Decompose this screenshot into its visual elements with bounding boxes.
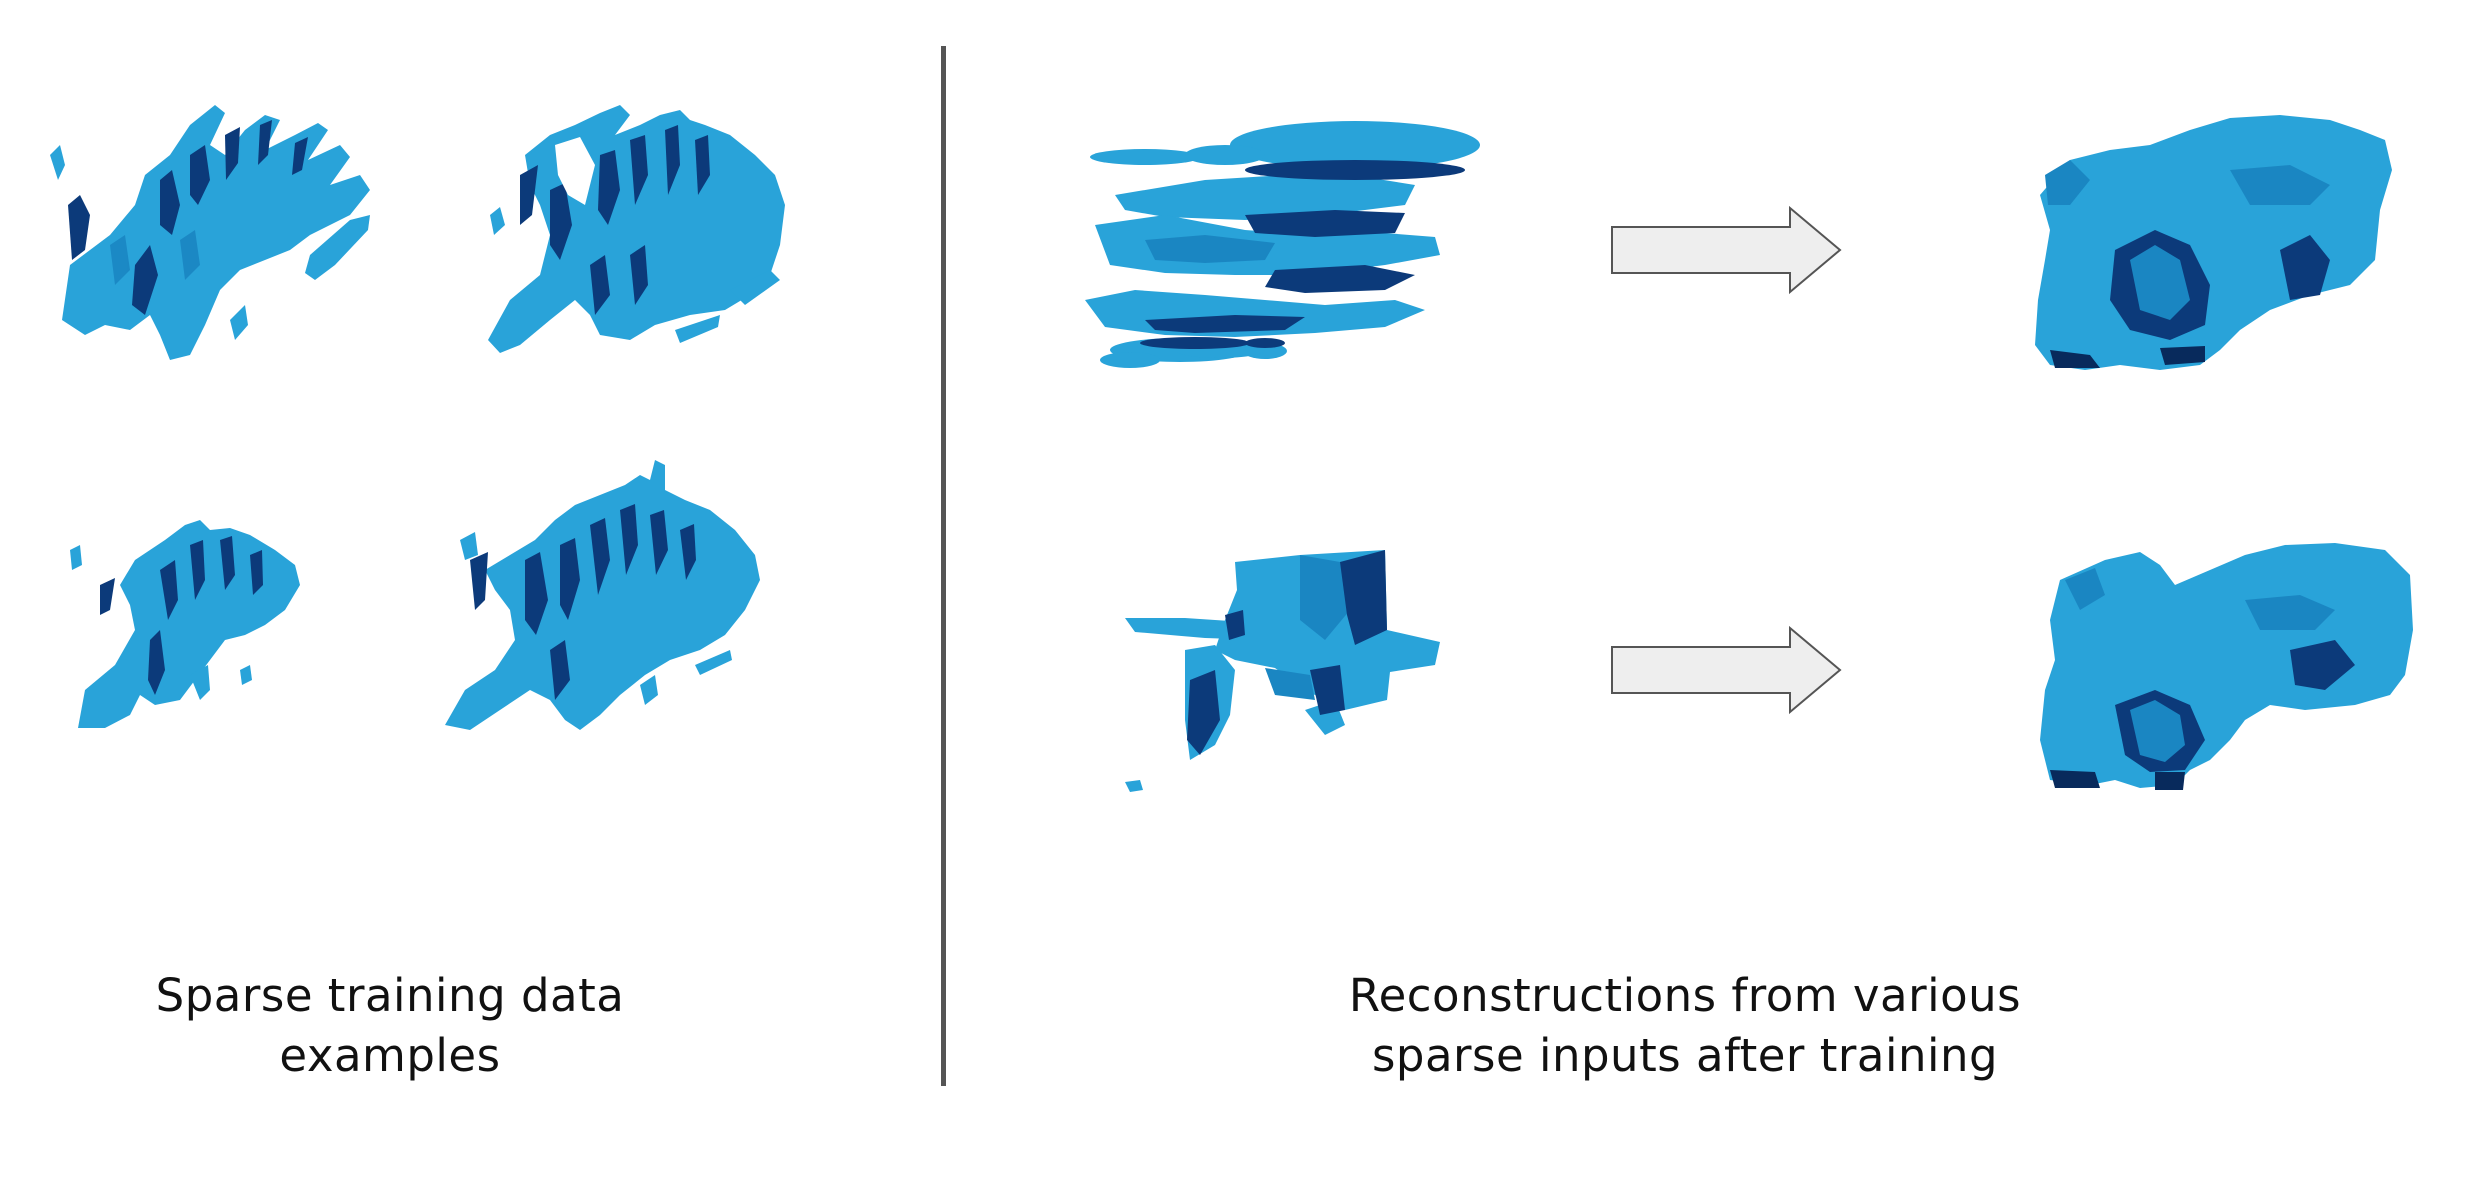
sparse-slices-graphic — [1125, 550, 1440, 792]
reconstruction-1 — [2030, 110, 2400, 380]
reconstructions-panel: Reconstructions from various sparse inpu… — [955, 0, 2486, 1180]
training-examples-panel: Sparse training data examples — [0, 0, 940, 1180]
training-examples-caption-line1: Sparse training data — [155, 969, 625, 1022]
voxel-slices-graphic — [50, 105, 370, 360]
reconstructions-caption: Reconstructions from various sparse inpu… — [1295, 966, 2075, 1086]
training-example-1 — [50, 85, 380, 375]
voxel-slices-graphic — [488, 105, 785, 353]
voxel-reconstruction-graphic — [2035, 115, 2392, 370]
training-examples-caption: Sparse training data examples — [100, 966, 680, 1086]
reconstructions-caption-line2: sparse inputs after training — [1371, 1029, 1999, 1082]
sparse-slices-graphic — [1085, 121, 1480, 368]
voxel-slices-graphic — [70, 520, 300, 728]
panel-divider — [941, 46, 946, 1086]
reconstruction-2 — [2035, 540, 2420, 795]
arrow-right-icon — [1610, 205, 1845, 299]
sparse-input-2 — [1125, 550, 1455, 800]
training-example-2 — [480, 95, 800, 360]
reconstructions-caption-line1: Reconstructions from various — [1348, 969, 2022, 1022]
voxel-slices-graphic — [445, 460, 760, 730]
training-examples-caption-line2: examples — [279, 1029, 501, 1082]
training-example-4 — [440, 460, 770, 745]
arrow-right-icon — [1610, 625, 1845, 719]
training-example-3 — [60, 490, 320, 745]
voxel-reconstruction-graphic — [2040, 543, 2413, 790]
sparse-input-1 — [1085, 115, 1485, 380]
